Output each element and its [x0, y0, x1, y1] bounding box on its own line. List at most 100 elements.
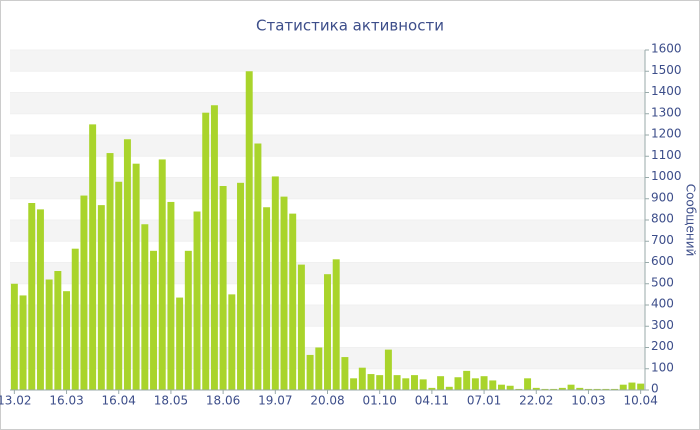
bar — [193, 211, 201, 390]
bar — [280, 196, 288, 390]
bar — [497, 384, 505, 390]
bar — [445, 386, 453, 390]
bar — [176, 297, 184, 390]
bar — [428, 387, 436, 390]
bar — [541, 388, 549, 390]
x-tick-label: 18.05 — [154, 394, 188, 408]
bar — [532, 387, 540, 390]
bar — [80, 195, 88, 390]
bar — [437, 376, 445, 390]
y-tick-label: 200 — [651, 339, 674, 353]
y-tick-label: 1400 — [651, 84, 682, 98]
x-tick-label: 13.02 — [0, 394, 32, 408]
y-tick-label: 1300 — [651, 105, 682, 119]
bar — [506, 385, 514, 390]
x-tick-label: 22.02 — [519, 394, 553, 408]
y-axis-title: Сообщений — [684, 184, 698, 257]
x-tick-label: 01.10 — [363, 394, 397, 408]
bar — [184, 250, 192, 390]
bar — [150, 250, 158, 390]
bar — [602, 388, 610, 390]
bar — [454, 377, 462, 390]
y-tick-label: 900 — [651, 190, 674, 204]
bar — [245, 71, 253, 390]
bar — [558, 387, 566, 390]
bar — [324, 274, 331, 390]
bar — [271, 176, 279, 390]
bar — [19, 295, 27, 390]
y-tick-label: 800 — [651, 212, 674, 226]
bar — [411, 375, 418, 390]
y-tick-label: 300 — [651, 318, 674, 332]
bar — [480, 376, 488, 390]
bar — [524, 378, 532, 390]
bar — [463, 370, 471, 390]
bar — [132, 163, 140, 390]
grid-band — [10, 50, 645, 72]
bar — [471, 378, 479, 390]
bar — [141, 224, 149, 390]
grid-band — [10, 135, 645, 157]
bar — [97, 205, 105, 390]
grid-band — [10, 177, 645, 199]
bar — [297, 264, 305, 390]
y-tick-label: 700 — [651, 233, 674, 247]
bar — [402, 378, 410, 390]
bar — [332, 259, 340, 390]
bar — [515, 388, 523, 390]
bar — [123, 139, 131, 390]
bar — [158, 159, 166, 390]
y-tick-label: 0 — [651, 382, 659, 396]
bar — [419, 379, 427, 390]
bar — [202, 112, 210, 390]
bar — [89, 124, 97, 390]
x-tick-label: 04.11 — [415, 394, 449, 408]
bar — [584, 388, 592, 390]
bar — [576, 387, 584, 390]
x-tick-label: 07.01 — [467, 394, 501, 408]
bar — [384, 349, 392, 390]
y-tick-label: 500 — [651, 275, 674, 289]
bar — [637, 383, 645, 390]
bar — [289, 213, 297, 390]
bar — [567, 384, 575, 390]
bar — [219, 186, 227, 390]
bar — [237, 182, 244, 390]
y-tick-label: 400 — [651, 297, 674, 311]
bar — [63, 291, 71, 390]
y-tick-label: 1100 — [651, 148, 682, 162]
bar — [306, 354, 314, 390]
y-tick-label: 600 — [651, 254, 674, 268]
bar — [367, 374, 375, 390]
y-tick-label: 1500 — [651, 63, 682, 77]
bar — [263, 207, 271, 390]
bar — [167, 201, 175, 390]
bar — [10, 283, 18, 390]
x-tick-label: 10.03 — [571, 394, 605, 408]
y-tick-label: 1600 — [651, 42, 682, 56]
bar — [71, 248, 79, 390]
bar — [619, 384, 627, 390]
x-tick-label: 19.07 — [258, 394, 292, 408]
bar — [628, 382, 636, 390]
bar — [115, 181, 123, 390]
bar — [489, 380, 497, 390]
x-tick-label: 16.04 — [102, 394, 136, 408]
bar — [358, 367, 366, 390]
bar — [45, 279, 53, 390]
bar — [315, 347, 323, 390]
grid-band — [10, 220, 645, 242]
x-tick-label: 16.03 — [49, 394, 83, 408]
bar — [106, 153, 114, 390]
bar — [611, 388, 619, 390]
bar — [350, 378, 358, 390]
bar — [393, 375, 401, 390]
y-tick-label: 100 — [651, 360, 674, 374]
y-tick-label: 1200 — [651, 127, 682, 141]
bar — [228, 294, 236, 390]
bar — [593, 388, 601, 390]
bar — [376, 375, 384, 390]
grid-band — [10, 92, 645, 114]
y-tick-label: 1000 — [651, 169, 682, 183]
